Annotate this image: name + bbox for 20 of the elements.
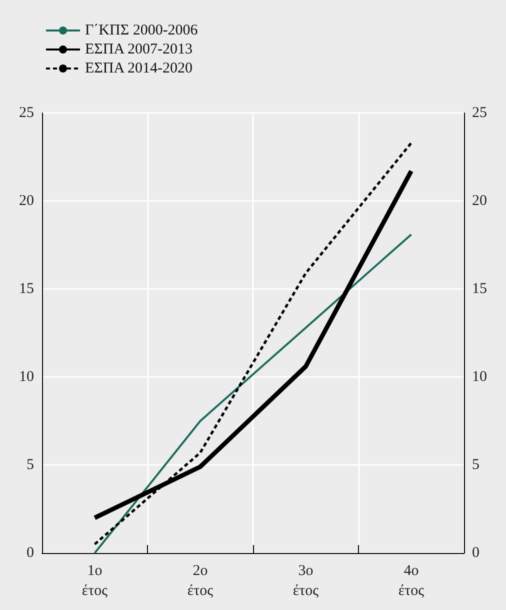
y2-tick-label: 15 [472,281,487,297]
y2-tick-label: 25 [472,105,487,121]
y-tick-label: 5 [26,457,34,473]
y2-tick-label: 20 [472,193,487,209]
y2-tick-label: 5 [472,457,480,473]
y2-tick-label: 0 [472,545,480,561]
x-tick-label: 1o έτος [82,563,108,599]
x-tick-label: 2o έτος [187,563,214,599]
x-tick-label: 4o έτος [398,563,424,599]
y-tick-label: 15 [19,281,34,297]
y2-tick-label: 10 [472,369,487,385]
legend-label: Γ΄ΚΠΣ 2000-2006 [85,22,198,38]
y-tick-label: 0 [26,545,34,561]
y-tick-label: 20 [19,193,34,209]
y-tick-label: 25 [19,105,34,121]
legend-label: ΕΣΠΑ 2014-2020 [85,60,192,76]
line-series [94,233,412,554]
y-tick-label: 10 [19,369,34,385]
legend-label: ΕΣΠΑ 2007-2013 [85,42,192,58]
x-tick-label: 3o έτος [292,563,319,599]
